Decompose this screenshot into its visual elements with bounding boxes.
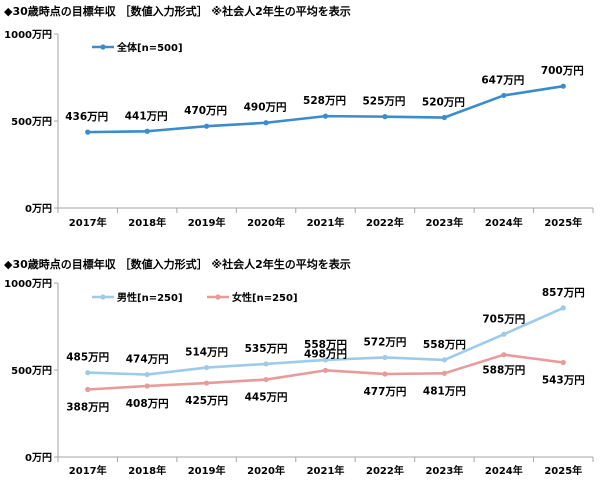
data-point	[85, 370, 91, 376]
x-tick-label: 2020年	[247, 464, 285, 477]
x-tick-label: 2019年	[188, 464, 226, 477]
y-tick-label: 0万円	[25, 203, 52, 215]
x-tick-label: 2017年	[69, 216, 107, 229]
data-point	[560, 83, 566, 89]
data-point	[144, 128, 150, 134]
legend-label: 全体[n=500]	[116, 41, 183, 54]
data-point	[441, 357, 447, 363]
data-label: 490万円	[244, 102, 287, 114]
x-tick-label: 2019年	[188, 216, 226, 229]
data-label: 470万円	[184, 105, 227, 117]
x-tick-label: 2024年	[485, 216, 523, 229]
data-point	[263, 376, 269, 383]
data-label: 543万円	[542, 375, 585, 387]
x-tick-label: 2022年	[366, 464, 404, 477]
data-label: 514万円	[185, 347, 228, 359]
data-label: 528万円	[303, 95, 346, 107]
data-label: 485万円	[66, 352, 109, 364]
data-point	[560, 305, 566, 311]
data-label: 481万円	[423, 385, 466, 397]
data-point	[204, 380, 210, 386]
chart-1: 0万円 500万円 1000万円 2017年 2018年 2019年 2020年 2021年 2…	[4, 29, 594, 229]
data-label: 558万円	[423, 339, 466, 351]
chart-2: 0万円 500万円 1000万円 2017年 2018年 2019年 2020年 2021年 2…	[4, 278, 594, 477]
data-label: 408万円	[126, 398, 169, 410]
data-point	[322, 367, 329, 373]
data-label: 572万円	[363, 336, 406, 348]
data-point	[144, 371, 150, 378]
data-label: 436万円	[65, 111, 108, 123]
data-point	[85, 129, 91, 135]
x-tick-label: 2018年	[128, 464, 166, 477]
legend-marker	[215, 294, 221, 300]
legend-marker	[100, 44, 106, 50]
data-point	[263, 120, 269, 126]
data-label: 705万円	[482, 313, 525, 325]
data-point	[501, 352, 507, 358]
legend-label: 男性[n=250]	[117, 291, 183, 304]
data-point	[560, 359, 566, 366]
data-label: 388万円	[66, 401, 109, 413]
x-tick-label: 2023年	[425, 216, 463, 229]
y-tick-label: 500万円	[11, 116, 52, 128]
data-point	[263, 361, 269, 367]
data-point	[382, 354, 388, 361]
legend-label: 女性[n=250]	[232, 291, 298, 304]
data-point	[501, 92, 507, 99]
data-point	[322, 357, 329, 363]
x-tick-label: 2020年	[247, 216, 285, 229]
x-tick-label: 2022年	[366, 216, 404, 229]
data-point	[204, 123, 210, 129]
y-tick-label: 0万円	[25, 452, 52, 464]
data-point	[382, 371, 388, 377]
data-label: 535万円	[245, 343, 288, 355]
chart-2-title: ◆30歳時点の目標年収 ［数値入力形式］ ※社会人2年生の平均を表示	[4, 258, 351, 271]
x-tick-label: 2025年	[544, 464, 582, 477]
data-point	[382, 114, 388, 120]
data-point	[204, 364, 210, 371]
series-line-1	[87, 84, 564, 134]
data-label: 474万円	[126, 354, 169, 366]
y-tick-label: 500万円	[11, 365, 52, 377]
data-label: 700万円	[541, 65, 584, 77]
data-label: 441万円	[125, 110, 168, 122]
data-label: 857万円	[542, 287, 585, 299]
data-label: 588万円	[482, 365, 525, 377]
data-point	[85, 386, 91, 393]
data-label: 525万円	[362, 96, 405, 108]
x-tick-label: 2021年	[307, 216, 345, 229]
y-tick-label: 1000万円	[4, 29, 52, 41]
data-point	[441, 370, 447, 376]
data-label: 647万円	[481, 74, 524, 86]
data-point	[441, 114, 447, 121]
data-label: 445万円	[245, 392, 288, 404]
x-tick-label: 2021年	[307, 464, 345, 477]
data-label: 477万円	[363, 386, 406, 398]
x-tick-label: 2018年	[128, 216, 166, 229]
data-label: 520万円	[422, 97, 465, 109]
x-tick-label: 2023年	[425, 464, 463, 477]
x-tick-label: 2017年	[69, 464, 107, 477]
data-point	[322, 113, 329, 119]
data-label: 498万円	[304, 348, 347, 360]
x-tick-label: 2025年	[544, 216, 582, 229]
y-tick-label: 1000万円	[4, 278, 52, 290]
data-label: 425万円	[185, 395, 228, 407]
legend-marker	[100, 294, 106, 300]
data-label: 558万円	[304, 339, 347, 351]
data-point	[144, 383, 150, 389]
data-point	[501, 331, 507, 337]
x-tick-label: 2024年	[485, 464, 523, 477]
chart-1-title: ◆30歳時点の目標年収 ［数値入力形式］ ※社会人2年生の平均を表示	[4, 5, 351, 18]
